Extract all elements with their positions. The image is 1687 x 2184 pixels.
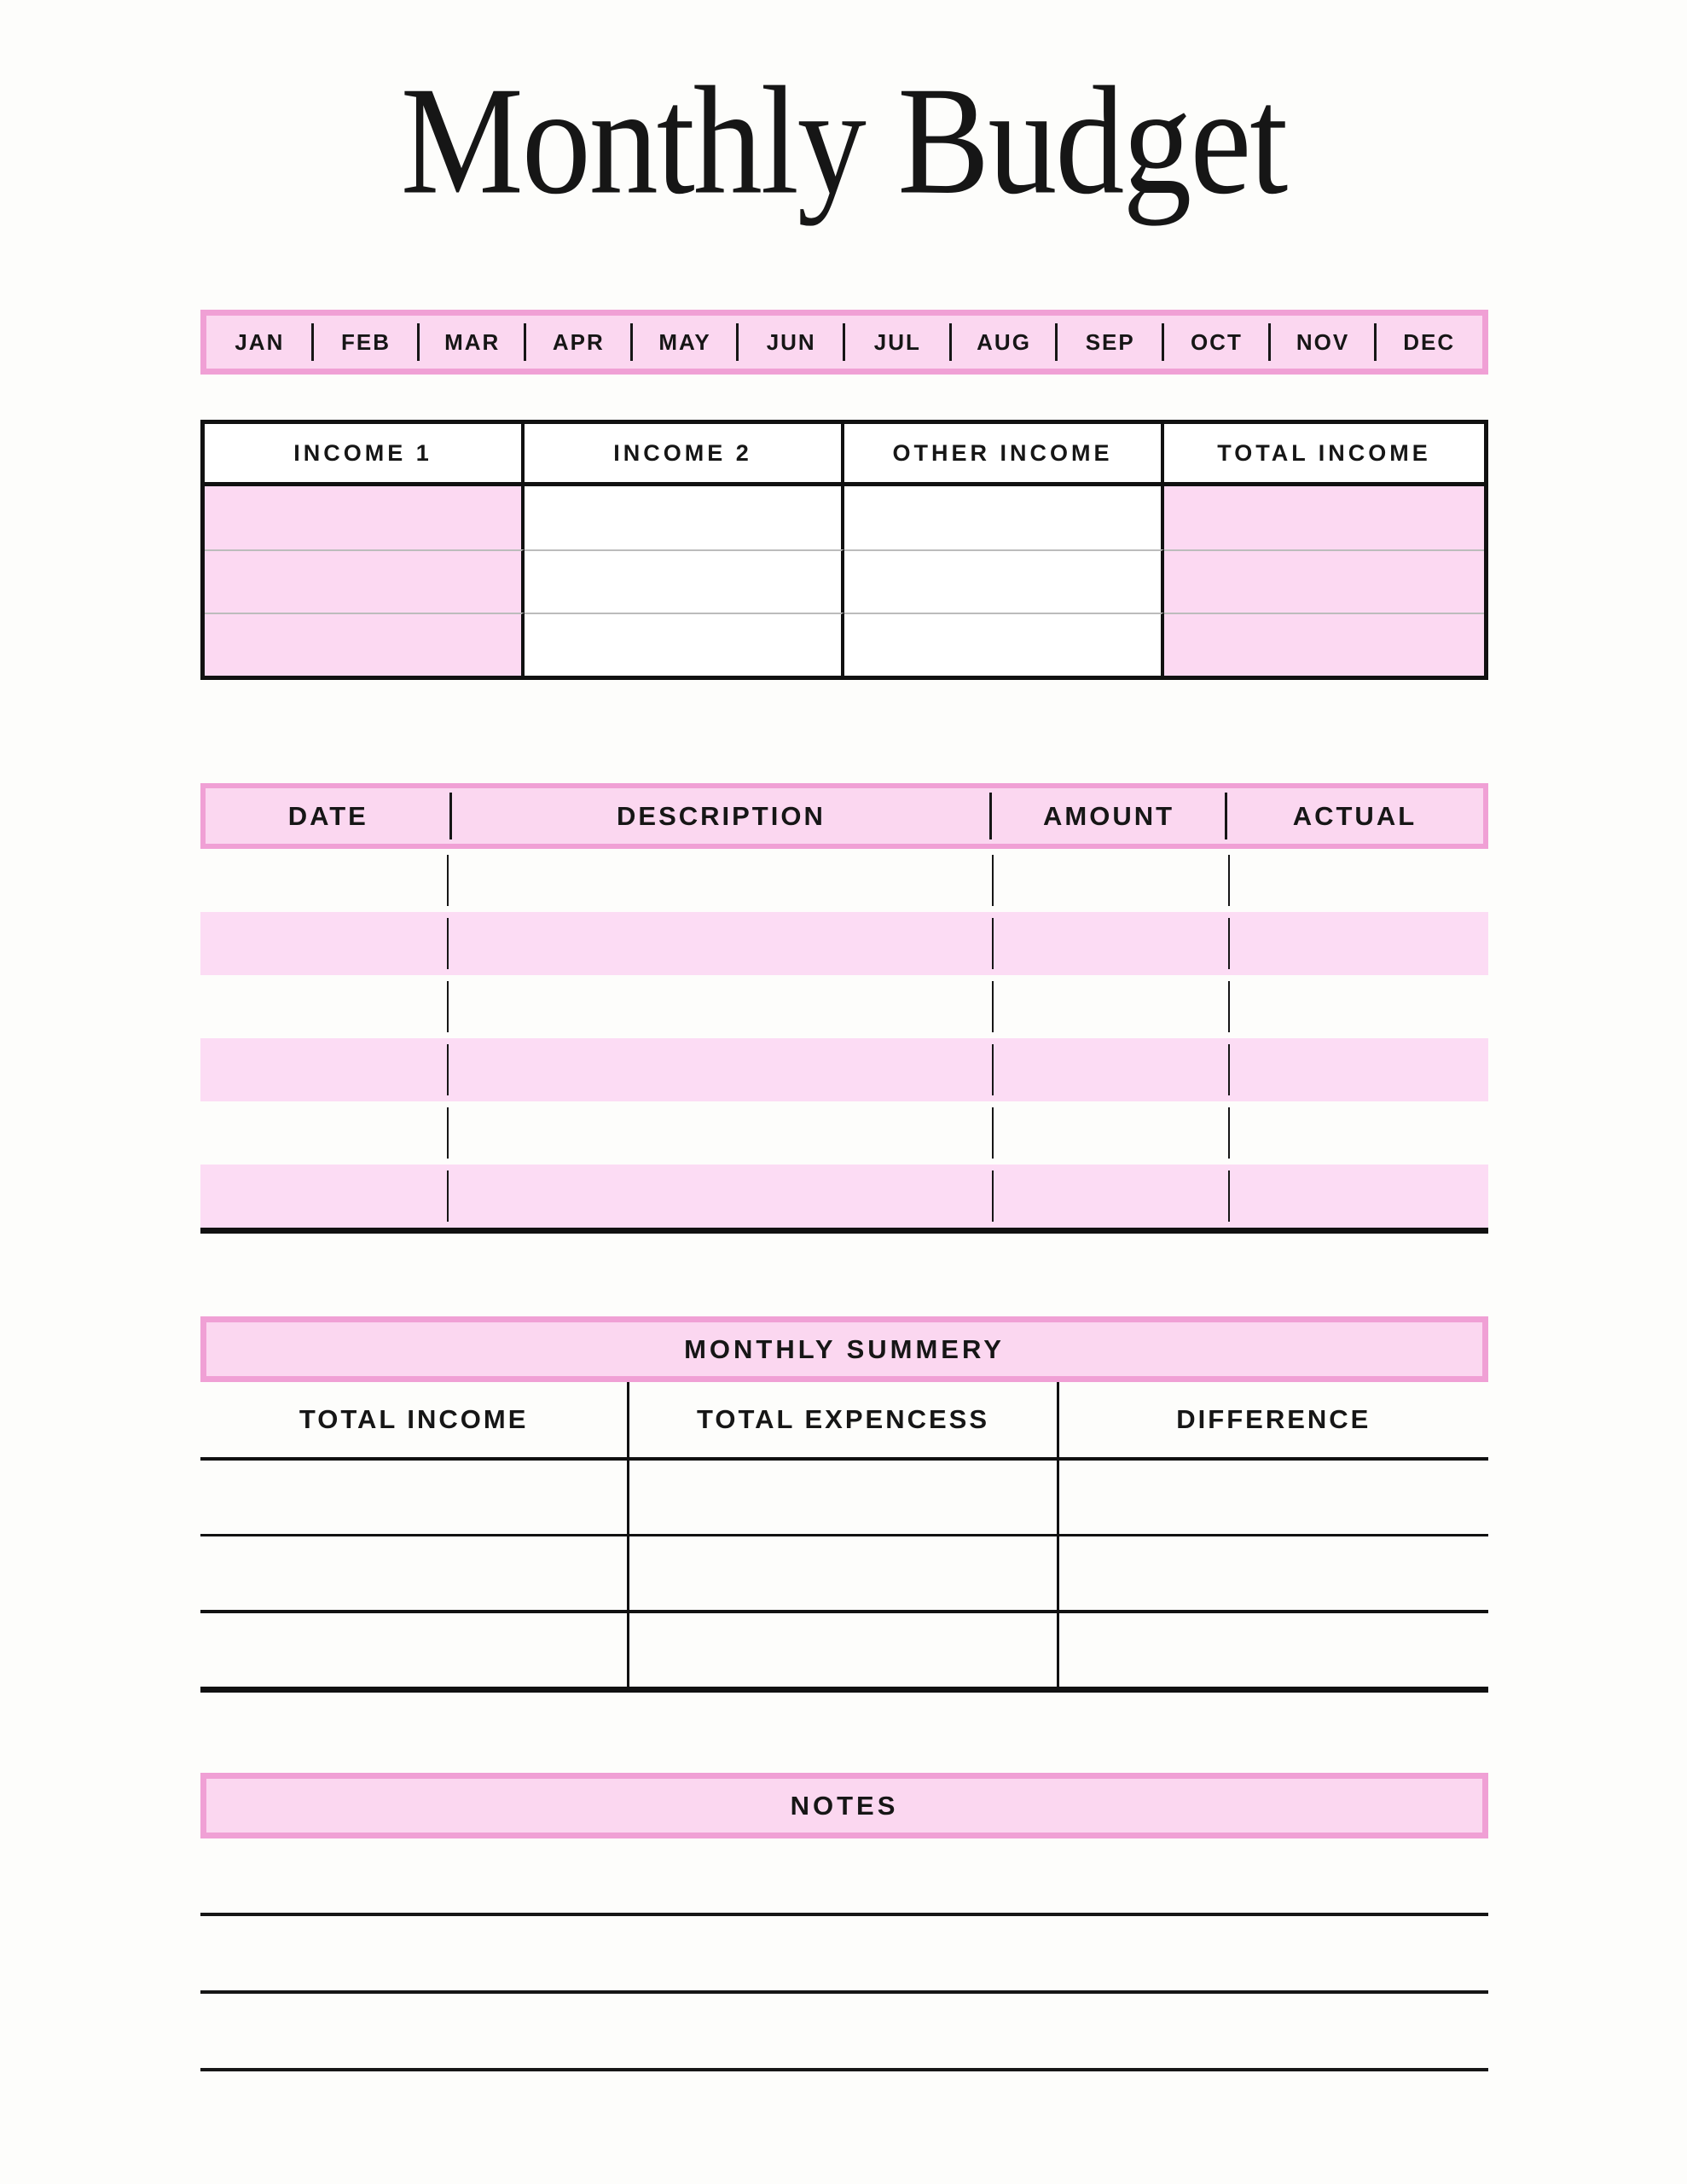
expense-row — [200, 849, 1488, 912]
summary-row — [200, 1536, 1488, 1613]
expense-column-header: DESCRIPTION — [451, 788, 992, 844]
other-income-cell — [844, 613, 1164, 676]
income-column-header: OTHER INCOME — [844, 424, 1164, 482]
actual-cell — [1229, 1101, 1488, 1165]
income-row — [205, 486, 1484, 549]
description-cell — [448, 1101, 994, 1165]
amount-cell — [993, 1038, 1231, 1101]
expense-row — [200, 1101, 1488, 1165]
summary-difference-cell — [1059, 1613, 1488, 1687]
month-label: AUG — [951, 316, 1058, 369]
summary-total-income-cell — [200, 1536, 630, 1610]
month-label: NOV — [1270, 316, 1377, 369]
income1-cell — [205, 549, 525, 613]
month-label: APR — [525, 316, 633, 369]
summary-difference-cell — [1059, 1461, 1488, 1534]
income-table-body — [205, 486, 1484, 676]
month-label: JAN — [206, 316, 314, 369]
amount-cell — [993, 1165, 1231, 1228]
summary-column-header: TOTAL INCOME — [200, 1382, 630, 1457]
total-income-cell — [1164, 549, 1484, 613]
income2-cell — [525, 613, 844, 676]
actual-cell — [1229, 1038, 1488, 1101]
page-title: Monthly Budget — [400, 55, 1289, 227]
description-cell — [448, 1165, 994, 1228]
notes-area — [200, 1913, 1488, 2146]
summary-column-header: TOTAL EXPENCESS — [629, 1382, 1059, 1457]
notes-ruled-line — [200, 1990, 1488, 1994]
month-label: FEB — [313, 316, 420, 369]
actual-cell — [1229, 1165, 1488, 1228]
notes-title: NOTES — [790, 1790, 899, 1821]
summary-label-row: TOTAL INCOME TOTAL EXPENCESS DIFFERENCE — [200, 1382, 1488, 1461]
summary-total-expenses-cell — [629, 1461, 1059, 1534]
amount-cell — [993, 1101, 1231, 1165]
date-cell — [200, 849, 449, 912]
summary-column-header: DIFFERENCE — [1176, 1404, 1371, 1434]
summary-total-expenses-cell — [629, 1613, 1059, 1687]
summary-total-income-cell — [200, 1461, 630, 1534]
summary-total-expenses-cell — [629, 1536, 1059, 1610]
date-cell — [200, 1101, 449, 1165]
expense-table-header-row: DATE DESCRIPTION AMOUNT ACTUAL — [200, 783, 1488, 849]
expense-column-header: AMOUNT — [991, 788, 1227, 844]
expense-column-header: DATE — [206, 788, 452, 844]
notes-ruled-line — [200, 1913, 1488, 1916]
summary-table-body — [200, 1461, 1488, 1693]
description-cell — [448, 849, 994, 912]
actual-cell — [1229, 975, 1488, 1038]
actual-cell — [1229, 912, 1488, 975]
month-label: MAR — [419, 316, 526, 369]
expense-column-header: ACTUAL — [1292, 800, 1417, 831]
expense-table-body — [200, 849, 1488, 1234]
summary-table: TOTAL INCOME TOTAL EXPENCESS DIFFERENCE — [200, 1382, 1488, 1693]
summary-total-income-cell — [200, 1613, 630, 1687]
expense-row — [200, 1165, 1488, 1228]
income-table-header-row: INCOME 1 INCOME 2 OTHER INCOME TOTAL INCOME — [205, 424, 1484, 486]
amount-cell — [993, 975, 1231, 1038]
month-label: MAY — [632, 316, 739, 369]
amount-cell — [993, 912, 1231, 975]
month-label: JUL — [844, 316, 952, 369]
income-column-header: INCOME 1 — [205, 424, 525, 482]
date-cell — [200, 975, 449, 1038]
summary-title: MONTHLY SUMMERY — [684, 1333, 1005, 1364]
description-cell — [448, 912, 994, 975]
expense-row — [200, 912, 1488, 975]
amount-cell — [993, 849, 1231, 912]
income1-cell — [205, 613, 525, 676]
date-cell — [200, 912, 449, 975]
month-label: DEC — [1403, 328, 1456, 355]
month-label: OCT — [1163, 316, 1271, 369]
month-label: JUN — [738, 316, 845, 369]
description-cell — [448, 1038, 994, 1101]
other-income-cell — [844, 549, 1164, 613]
income2-cell — [525, 486, 844, 549]
total-income-cell — [1164, 486, 1484, 549]
total-income-cell — [1164, 613, 1484, 676]
income1-cell — [205, 486, 525, 549]
income2-cell — [525, 549, 844, 613]
income-column-header: INCOME 2 — [525, 424, 844, 482]
summary-row — [200, 1613, 1488, 1693]
date-cell — [200, 1038, 449, 1101]
summary-row — [200, 1461, 1488, 1536]
actual-cell — [1229, 849, 1488, 912]
month-label: SEP — [1057, 316, 1164, 369]
expense-row — [200, 1038, 1488, 1101]
month-strip: JAN FEB MAR APR MAY JUN JUL AUG SEP OCT NOV DEC — [200, 310, 1488, 375]
summary-difference-cell — [1059, 1536, 1488, 1610]
notes-ruled-line — [200, 2068, 1488, 2071]
other-income-cell — [844, 486, 1164, 549]
income-table: INCOME 1 INCOME 2 OTHER INCOME TOTAL INCOME — [200, 420, 1488, 680]
description-cell — [448, 975, 994, 1038]
summary-header-bar: MONTHLY SUMMERY — [200, 1316, 1488, 1382]
expense-row — [200, 975, 1488, 1038]
notes-header-bar: NOTES — [200, 1773, 1488, 1838]
income-row — [205, 613, 1484, 676]
date-cell — [200, 1165, 449, 1228]
income-column-header: TOTAL INCOME — [1217, 439, 1431, 466]
income-row — [205, 549, 1484, 613]
